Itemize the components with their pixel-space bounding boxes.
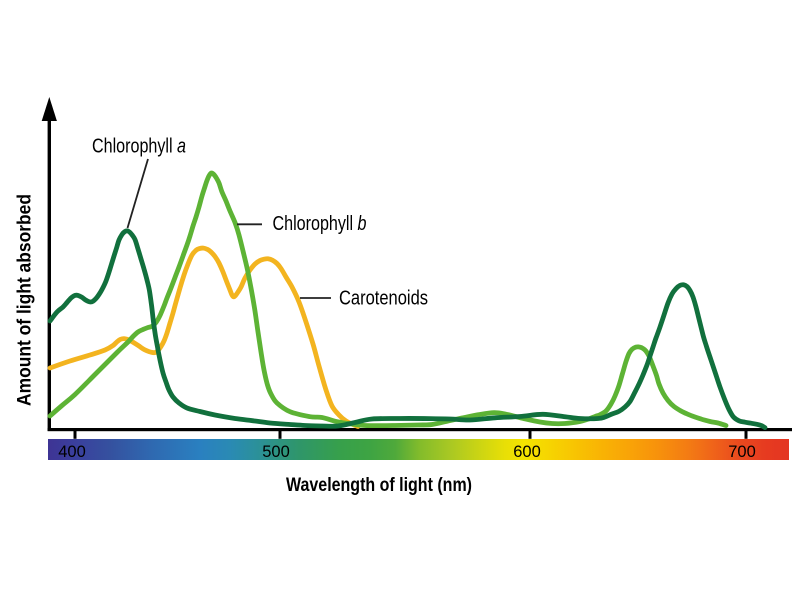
svg-text:Wavelength of light (nm): Wavelength of light (nm)	[286, 475, 472, 496]
svg-text:700: 700	[728, 443, 756, 461]
svg-text:600: 600	[513, 443, 541, 461]
svg-text:Chlorophyll b: Chlorophyll b	[273, 213, 367, 235]
svg-text:Amount of light absorbed: Amount of light absorbed	[15, 194, 36, 406]
svg-text:Carotenoids: Carotenoids	[339, 288, 428, 310]
svg-text:400: 400	[58, 443, 86, 461]
svg-text:Chlorophyll a: Chlorophyll a	[92, 136, 186, 158]
svg-text:500: 500	[262, 443, 290, 461]
